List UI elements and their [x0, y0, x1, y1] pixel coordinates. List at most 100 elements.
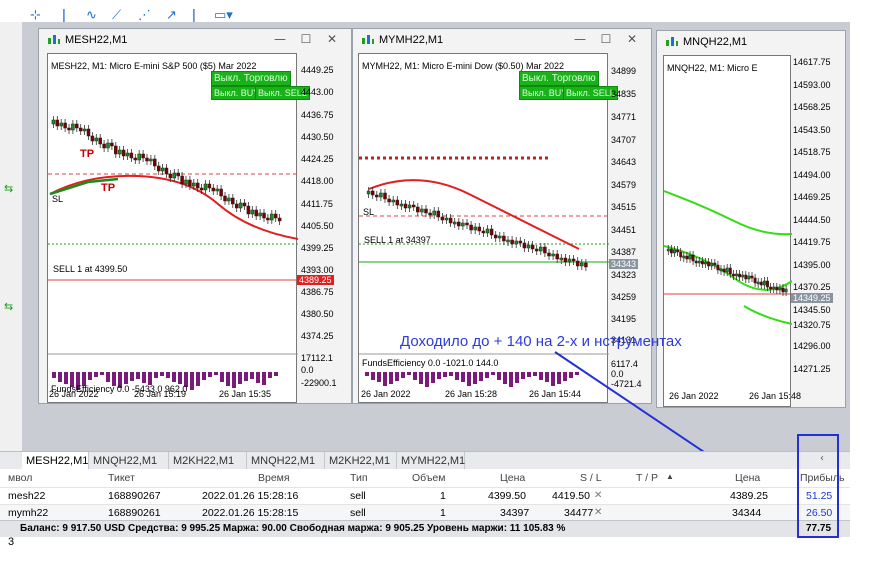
- shapes-icon[interactable]: ▭▾: [214, 8, 233, 23]
- candle: [94, 137, 99, 142]
- cursor-icon[interactable]: ⊹: [30, 8, 41, 23]
- fibo-icon[interactable]: ⋰: [138, 8, 151, 23]
- scroll-left-icon[interactable]: ‹: [820, 453, 824, 464]
- chart-window-mnq[interactable]: MNQH22,M1 MNQH22, M1: Micro E 14617.75 1…: [656, 30, 846, 408]
- candle: [246, 205, 251, 215]
- close-sl-icon[interactable]: ✕: [594, 507, 603, 518]
- tab-mymh22[interactable]: MYMH22,M1: [397, 452, 465, 470]
- table-row[interactable]: mesh22 168890267 2022.01.26 15:28:16 sel…: [0, 487, 850, 504]
- histogram-bar: [196, 372, 200, 386]
- histogram-bar: [491, 372, 495, 375]
- disable-trading-button[interactable]: Выкл. Торговлю: [519, 71, 599, 86]
- histogram-bar: [82, 372, 86, 386]
- candle: [489, 228, 494, 236]
- chart-window-mym[interactable]: MYMH22,M1 — ☐ ✕ MYMH22, M1: Micro E-mini D…: [352, 28, 652, 404]
- candle: [432, 210, 436, 216]
- candle: [469, 224, 473, 231]
- histogram-bar: [395, 372, 399, 381]
- candle: [199, 187, 204, 191]
- minimize-icon[interactable]: —: [274, 32, 286, 46]
- chart-icon: [362, 35, 374, 44]
- close-sl-icon[interactable]: ✕: [594, 490, 603, 501]
- candle: [242, 202, 247, 207]
- candle: [270, 213, 274, 221]
- chart-icon: [48, 35, 60, 44]
- disable-buy-button[interactable]: Выкл. BUY: [211, 86, 263, 100]
- candle: [547, 252, 551, 257]
- draw-icon[interactable]: ⟋: [112, 8, 122, 23]
- candle: [461, 222, 465, 227]
- histogram-bar: [569, 372, 573, 378]
- close-icon[interactable]: ✕: [326, 32, 338, 46]
- time-label: 26 Jan 2022: [669, 391, 719, 401]
- candle: [114, 145, 118, 155]
- candle: [266, 217, 270, 221]
- histogram-bar: [407, 372, 411, 375]
- maximize-icon[interactable]: ☐: [600, 32, 612, 46]
- candle: [273, 213, 278, 219]
- close-icon[interactable]: ✕: [626, 32, 638, 46]
- candle: [722, 268, 726, 273]
- disable-sell-button[interactable]: Выкл. SELL: [255, 86, 310, 100]
- chart-canvas[interactable]: MYMH22, M1: Micro E-mini Dow ($0.50) Mar…: [358, 53, 618, 403]
- candle: [370, 190, 375, 196]
- chart-header: MYMH22, M1: Micro E-mini Dow ($0.50) Mar…: [362, 61, 565, 71]
- tab-m2kh22[interactable]: M2KH22,M1: [325, 452, 397, 470]
- candle: [106, 142, 110, 149]
- histogram-bar: [172, 372, 176, 382]
- candle: [137, 153, 141, 161]
- trendline-icon[interactable]: ∿: [86, 8, 97, 23]
- chart-canvas[interactable]: MNQH22, M1: Micro E: [663, 55, 792, 407]
- vline-icon[interactable]: ǀ: [192, 8, 196, 23]
- band-lower: [743, 305, 792, 325]
- candle: [440, 216, 445, 221]
- candle: [584, 262, 588, 268]
- tab-mnqh22[interactable]: MNQH22,M1: [89, 452, 169, 470]
- histogram-bar: [130, 372, 134, 381]
- histogram-bar: [371, 372, 375, 380]
- chart-switch-icon[interactable]: ⇆: [4, 182, 14, 195]
- chart-switch-icon[interactable]: ⇆: [4, 300, 14, 313]
- candle: [231, 197, 235, 205]
- chart-window-mesh[interactable]: MESH22,M1 — ☐ ✕ MESH22, M1: Micro E-mini S…: [38, 28, 352, 404]
- candle: [416, 206, 420, 213]
- tab-mesh22[interactable]: MESH22,M1: [22, 452, 89, 470]
- period-icon[interactable]: ǀ: [62, 8, 66, 23]
- candle: [697, 260, 701, 264]
- histogram-bar: [455, 372, 459, 380]
- candle: [700, 260, 704, 265]
- tab-mnqh22[interactable]: MNQH22,M1: [247, 452, 325, 470]
- price-scale: 14617.75 14593.00 14568.25 14543.50 1451…: [791, 57, 833, 374]
- disable-trading-button[interactable]: Выкл. Торговлю: [211, 71, 291, 86]
- chart-canvas[interactable]: MESH22, M1: Micro E-mini S&P 500 ($5) Ma…: [47, 53, 310, 403]
- candle: [707, 261, 711, 267]
- candle: [769, 286, 773, 290]
- candle: [731, 273, 735, 277]
- candle: [234, 203, 239, 209]
- text-icon[interactable]: ↗: [166, 8, 177, 23]
- candle: [98, 137, 102, 145]
- histogram-bar: [154, 372, 158, 378]
- histogram-bar: [449, 372, 453, 376]
- candle: [669, 248, 673, 254]
- candle: [444, 217, 449, 221]
- histogram-bar: [112, 372, 116, 386]
- window-title: MNQH22,M1: [683, 36, 748, 48]
- window-titlebar[interactable]: MNQH22,M1: [657, 31, 845, 55]
- tab-m2kh22[interactable]: M2KH22,M1: [169, 452, 247, 470]
- histogram-bar: [467, 372, 471, 386]
- disable-buy-button[interactable]: Выкл. BUY: [519, 86, 571, 100]
- histogram-bar: [220, 372, 224, 382]
- candle: [227, 197, 231, 202]
- candle: [428, 212, 432, 216]
- maximize-icon[interactable]: ☐: [300, 32, 312, 46]
- table-row[interactable]: mymh22 168890261 2022.01.26 15:28:15 sel…: [0, 504, 850, 521]
- window-titlebar[interactable]: MYMH22,M1 — ☐ ✕: [353, 29, 651, 53]
- candle: [391, 199, 395, 203]
- window-titlebar[interactable]: MESH22,M1 — ☐ ✕: [39, 29, 351, 53]
- histogram-bar: [178, 372, 182, 384]
- minimize-icon[interactable]: —: [574, 32, 586, 46]
- chart-icon: [666, 37, 678, 46]
- candle: [82, 128, 87, 132]
- disable-sell-button[interactable]: Выкл. SELL: [563, 86, 618, 100]
